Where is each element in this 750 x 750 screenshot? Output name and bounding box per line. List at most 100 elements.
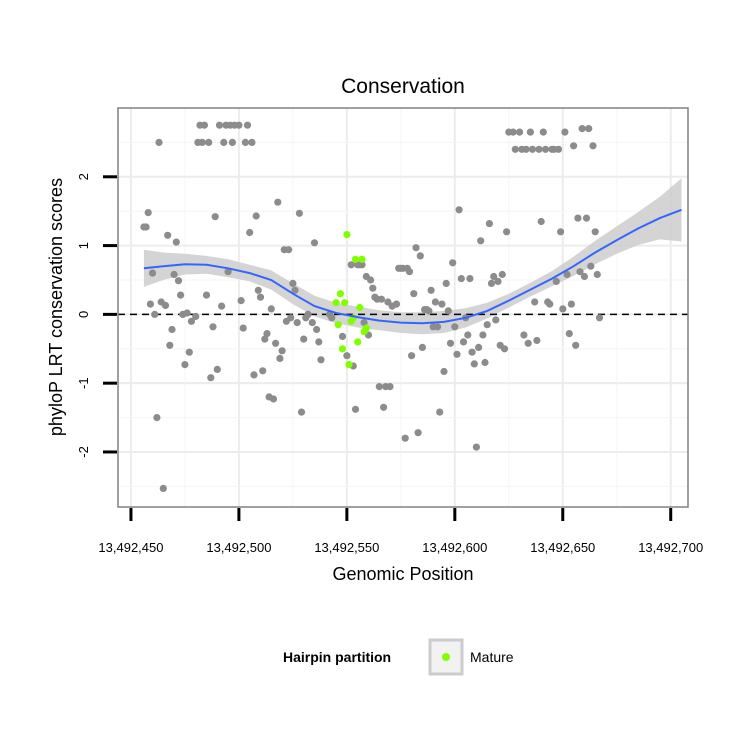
data-point-other: [287, 314, 295, 322]
data-point-other: [300, 335, 308, 343]
data-point-other: [269, 395, 278, 403]
data-point-other: [278, 347, 286, 355]
x-axis: 13,492,450 13,492,500 13,492,550 13,492,600…: [98, 508, 703, 555]
data-point-other: [205, 138, 213, 146]
data-point-other: [431, 298, 439, 306]
data-point-other: [578, 125, 586, 133]
data-point-other: [241, 138, 249, 146]
data-point-other: [142, 223, 150, 231]
data-point-other: [444, 307, 452, 315]
plot-panel: [118, 108, 688, 507]
data-point-other: [567, 300, 576, 308]
data-point-other: [392, 300, 401, 308]
chart-title: Conservation: [341, 75, 465, 98]
data-point-other: [267, 305, 275, 313]
data-point-other: [304, 310, 312, 318]
trend-line-group: [143, 208, 682, 325]
data-point-other: [200, 121, 208, 129]
data-point-other: [533, 336, 541, 345]
data-point-other: [235, 121, 243, 129]
data-point-other: [535, 145, 543, 153]
data-point-other: [442, 279, 450, 287]
data-point-other: [170, 270, 178, 279]
data-point-other: [570, 142, 578, 150]
data-point-other: [218, 302, 226, 310]
data-point-other: [559, 305, 567, 313]
data-point-other: [401, 434, 409, 442]
data-point-other: [161, 301, 170, 309]
data-point-other: [328, 314, 336, 322]
data-point-other: [164, 231, 172, 239]
data-point-other: [261, 335, 269, 343]
data-point-other: [159, 484, 167, 492]
data-point-other: [520, 331, 528, 339]
legend-label-mature: Mature: [470, 649, 514, 665]
data-point-other: [183, 309, 191, 317]
x-tick-label: 13,492,600: [422, 540, 487, 555]
data-point-other: [528, 145, 537, 153]
data-point-other: [451, 323, 459, 331]
trend-line: [143, 208, 682, 325]
data-point-other: [509, 128, 517, 136]
data-point-mature: [336, 290, 344, 298]
data-point-other: [574, 214, 582, 222]
data-point-other: [427, 286, 435, 294]
data-point-mature: [351, 255, 360, 263]
data-point-other: [563, 270, 571, 279]
data-point-other: [580, 272, 589, 281]
x-tick-label: 13,492,650: [530, 540, 595, 555]
data-point-other: [526, 128, 535, 136]
data-point-other: [377, 295, 385, 303]
data-point-other: [490, 272, 498, 281]
data-point-other: [380, 403, 388, 411]
data-point-mature: [354, 338, 362, 346]
data-point-other: [468, 348, 476, 356]
data-point-other: [274, 198, 282, 206]
data-point-other: [291, 286, 299, 294]
data-point-other: [259, 367, 267, 375]
data-point-other: [455, 206, 463, 214]
data-point-other: [522, 145, 530, 153]
data-point-mature: [356, 303, 364, 312]
data-point-other: [433, 323, 442, 331]
y-axis-title: phyloP LRT conservation scores: [46, 178, 66, 436]
data-point-mature: [338, 345, 347, 353]
data-point-other: [500, 345, 509, 353]
x-tick-label: 13,492,700: [638, 540, 703, 555]
data-point-other: [289, 279, 297, 287]
legend-key-box: [428, 638, 464, 676]
data-point-other: [181, 361, 189, 369]
data-point-other: [554, 145, 563, 153]
y-tick-label: 2: [76, 173, 91, 180]
data-point-other: [557, 228, 565, 236]
data-point-other: [367, 276, 375, 284]
data-point-other: [313, 325, 321, 334]
data-point-other: [466, 275, 474, 283]
data-point-mature: [343, 231, 351, 239]
data-point-other: [375, 383, 383, 391]
data-point-other: [593, 270, 601, 279]
data-point-other: [481, 358, 489, 367]
data-point-other: [177, 291, 185, 299]
x-tick-label: 13,492,500: [206, 540, 271, 555]
data-point-other: [446, 339, 455, 347]
data-point-mature: [334, 321, 342, 329]
data-point-other: [202, 291, 211, 299]
data-point-other: [470, 360, 478, 368]
data-point-other: [483, 321, 491, 329]
data-point-other: [541, 145, 550, 153]
y-tick-label: -2: [76, 446, 91, 458]
data-point-other: [412, 244, 420, 252]
data-point-other: [211, 213, 219, 221]
data-point-other: [228, 138, 236, 146]
y-axis: -2 -1 0 1 2: [76, 173, 117, 458]
data-point-other: [479, 331, 487, 339]
data-point-other: [250, 371, 258, 379]
data-point-other: [295, 209, 303, 217]
legend-title: Hairpin partition: [283, 649, 391, 665]
data-point-other: [565, 330, 573, 338]
data-point-other: [187, 317, 195, 325]
y-tick-label: 0: [76, 311, 91, 318]
data-point-other: [360, 319, 368, 327]
data-point-other: [591, 228, 599, 236]
